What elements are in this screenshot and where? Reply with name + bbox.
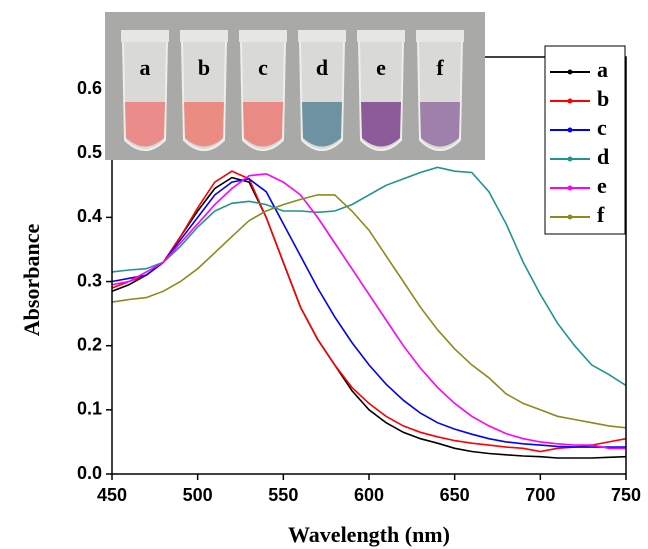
y-tick-label: 0.0 xyxy=(77,463,102,483)
y-tick-label: 0.5 xyxy=(77,142,102,162)
liquid xyxy=(361,102,401,147)
legend-marker xyxy=(567,69,573,75)
x-tick-label: 650 xyxy=(440,485,470,505)
x-tick-label: 600 xyxy=(354,485,384,505)
legend-marker xyxy=(567,156,573,162)
legend-label: c xyxy=(597,115,607,140)
legend-marker xyxy=(567,98,573,104)
liquid xyxy=(302,102,342,147)
liquid xyxy=(420,102,460,147)
legend-label: f xyxy=(597,202,605,227)
legend-label: a xyxy=(597,57,608,82)
liquid xyxy=(184,102,224,147)
liquid xyxy=(125,102,165,147)
cap xyxy=(357,30,405,42)
y-tick-label: 0.3 xyxy=(77,270,102,290)
inset-label: c xyxy=(258,55,268,80)
inset-label: a xyxy=(140,55,151,80)
y-axis-label: Absorbance xyxy=(19,224,44,337)
inset-label: d xyxy=(316,55,328,80)
x-axis-label: Wavelength (nm) xyxy=(288,522,450,547)
y-tick-label: 0.6 xyxy=(77,78,102,98)
liquid xyxy=(243,102,283,147)
inset-label: b xyxy=(198,55,210,80)
series-line xyxy=(111,170,627,453)
y-tick-label: 0.4 xyxy=(77,206,102,226)
legend-label: b xyxy=(597,86,609,111)
legend-box xyxy=(544,45,626,235)
cap xyxy=(298,30,346,42)
y-tick-label: 0.2 xyxy=(77,334,102,354)
x-tick-label: 750 xyxy=(611,485,641,505)
inset-photo: a b c d e f xyxy=(105,12,485,160)
cap xyxy=(416,30,464,42)
series-line xyxy=(111,194,627,429)
inset-label: f xyxy=(436,55,444,80)
series-line xyxy=(111,172,626,450)
x-tick-label: 450 xyxy=(97,485,127,505)
legend-marker xyxy=(567,127,573,133)
cap xyxy=(121,30,169,42)
legend-label: e xyxy=(597,173,607,198)
inset-label: e xyxy=(376,55,386,80)
series-line xyxy=(111,166,627,387)
x-tick-label: 550 xyxy=(268,485,298,505)
y-tick-label: 0.1 xyxy=(77,399,102,419)
series-line xyxy=(111,178,626,448)
cap xyxy=(239,30,287,42)
legend-marker xyxy=(567,214,573,220)
x-tick-label: 700 xyxy=(525,485,555,505)
cap xyxy=(180,30,228,42)
series-line xyxy=(111,176,627,459)
legend-marker xyxy=(567,185,573,191)
x-tick-label: 500 xyxy=(183,485,213,505)
legend-label: d xyxy=(597,144,609,169)
